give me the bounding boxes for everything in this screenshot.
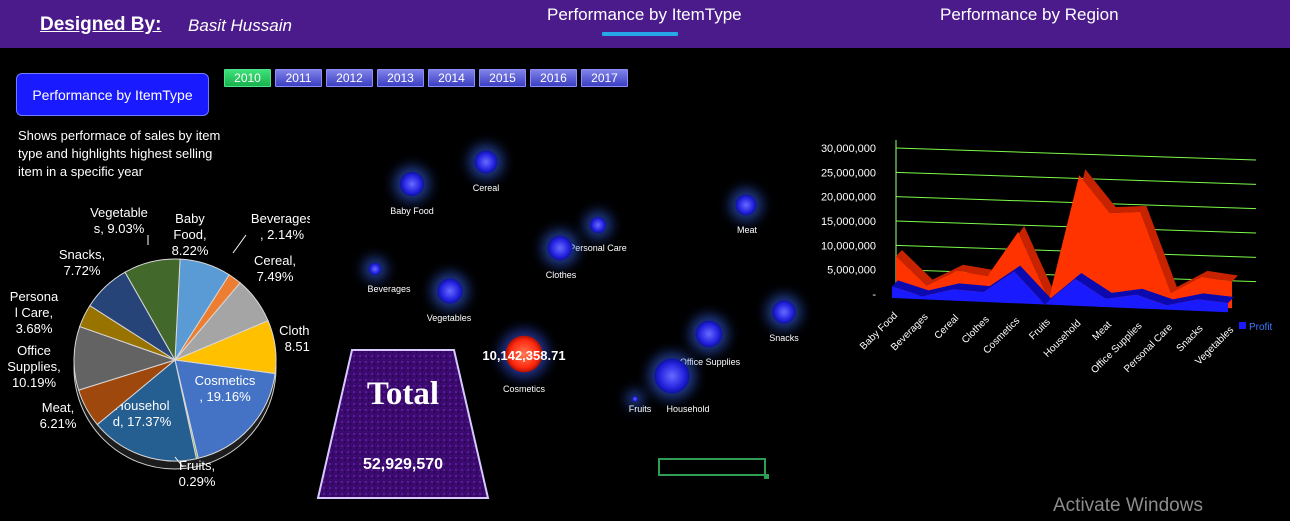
bubble-label-fruits: Fruits	[629, 404, 652, 414]
bubble-personal-care	[583, 210, 613, 240]
bubble-label-baby-food: Baby Food	[390, 206, 434, 216]
bubble-beverages	[362, 256, 388, 282]
bubble-label-cereal: Cereal	[473, 183, 500, 193]
bubble-office-supplies	[689, 314, 729, 354]
year-button-2010[interactable]: 2010	[224, 69, 271, 87]
bubble-fruits	[626, 390, 644, 408]
pie-label-meat: Meat, 6.21%	[40, 400, 77, 431]
bubble-baby-food	[393, 165, 431, 203]
pie-label-cereal: Cereal, 7.49%	[254, 253, 296, 284]
bubble-label-household: Household	[666, 404, 709, 414]
area-x-tick-meat: Meat	[1090, 319, 1114, 343]
year-button-2016[interactable]: 2016	[530, 69, 577, 87]
bubble-label-clothes: Clothes	[546, 270, 577, 280]
tab-performance-by-itemtype[interactable]: Performance by ItemType	[547, 5, 742, 36]
pie-leader-line	[174, 456, 184, 468]
year-button-2013[interactable]: 2013	[377, 69, 424, 87]
pie-slice-cosmetics	[174, 359, 276, 459]
top-banner: Designed By: Basit Hussain Performance b…	[0, 0, 1290, 48]
bubble-label-office-supplies: Office Supplies	[680, 357, 741, 367]
bubble-label-meat: Meat	[737, 225, 758, 235]
area-series-revenue	[896, 175, 1232, 309]
pie-label-snacks: Snacks, 7.72%	[59, 247, 105, 278]
year-button-2011[interactable]: 2011	[275, 69, 322, 87]
pie-label-beverages: Beverages, 2.14%	[251, 211, 310, 242]
bubble-meat	[729, 188, 763, 222]
area-chart: - 5,000,000 10,000,000 15,000,000 20,000,000…	[821, 140, 1273, 376]
designer-name: Basit Hussain	[188, 16, 292, 35]
pie-label-clothes: Clothes,8.51%	[279, 323, 310, 354]
bubble-cosmetics	[499, 329, 549, 379]
bubble-label-beverages: Beverages	[367, 284, 411, 294]
bubble-highlight-value: 10,142,358.71	[482, 348, 565, 363]
pie-slice-vegetables	[124, 258, 181, 362]
designed-by-label: Designed By:	[40, 14, 162, 35]
area-x-tick-cereal: Cereal	[933, 313, 962, 342]
total-card	[316, 349, 490, 499]
pie-label-personal-care: Persona l Care, 3.68%	[10, 289, 59, 336]
bubble-label-snacks: Snacks	[769, 333, 799, 343]
pie-label-vegetables: Vegetable s, 9.03%	[90, 205, 148, 236]
pie-leader-line	[232, 234, 247, 254]
year-button-2014[interactable]: 2014	[428, 69, 475, 87]
total-value: 52,929,570	[362, 456, 444, 473]
area-x-tick-fruits: Fruits	[1027, 317, 1052, 342]
area-y-tick: 10,000,000	[821, 240, 876, 252]
bubble-household	[648, 352, 696, 400]
area-y-tick: 20,000,000	[821, 192, 876, 204]
area-legend: Profit	[1239, 322, 1273, 333]
bubble-vegetables	[431, 272, 469, 310]
area-x-tick-clothes: Clothes	[960, 314, 992, 346]
bubble-clothes	[541, 229, 579, 267]
pie-label-fruits: Fruits, 0.29%	[179, 458, 216, 489]
bubble-label-personal-care: Personal Care	[569, 243, 627, 253]
bubble-label-cosmetics: Cosmetics	[503, 384, 546, 394]
area-gridline	[895, 171, 1257, 185]
selected-cell[interactable]	[658, 458, 766, 476]
area-series-profit	[892, 271, 1228, 313]
year-button-2017[interactable]: 2017	[581, 69, 628, 87]
area-y-tick: 5,000,000	[827, 265, 876, 277]
bubble-cereal	[468, 144, 504, 180]
area-series-side	[892, 265, 1234, 306]
cell-fill-handle[interactable]	[764, 474, 769, 479]
bubble-snacks	[766, 294, 802, 330]
section-title-card: Performance by ItemType	[16, 73, 209, 116]
section-title: Performance by ItemType	[32, 86, 193, 103]
bubble-chart: Baby Food Cereal Personal Care Clothes Meat B…	[362, 144, 802, 414]
pie-label-household: Househol d, 17.37%	[113, 398, 172, 429]
section-description: Shows performace of sales by item type a…	[18, 128, 221, 179]
pie-slice-household	[96, 359, 197, 462]
area-legend-profit: Profit	[1249, 322, 1273, 333]
tab-performance-by-region[interactable]: Performance by Region	[940, 5, 1119, 24]
pie-chart: Baby Food, 8.22% Beverages, 2.14% Cereal, 7.4…	[7, 205, 310, 489]
bubble-label-vegetables: Vegetables	[427, 313, 472, 323]
activate-windows-watermark: Activate Windows	[1053, 495, 1203, 516]
pie-label-cosmetics: Cosmetics, 19.16%	[195, 373, 256, 404]
area-gridline	[895, 147, 1257, 161]
area-y-tick: 15,000,000	[821, 216, 876, 228]
pie-label-office-supplies: Office Supplies, 10.19%	[7, 343, 60, 390]
pie-label-baby-food: Baby Food, 8.22%	[172, 211, 209, 258]
area-y-tick: 30,000,000	[821, 143, 876, 155]
area-y-tick: 25,000,000	[821, 167, 876, 179]
year-button-2015[interactable]: 2015	[479, 69, 526, 87]
year-button-2012[interactable]: 2012	[326, 69, 373, 87]
area-x-tick-snacks: Snacks	[1175, 323, 1206, 354]
area-y-tick: -	[872, 289, 876, 301]
total-label: Total	[366, 376, 440, 412]
